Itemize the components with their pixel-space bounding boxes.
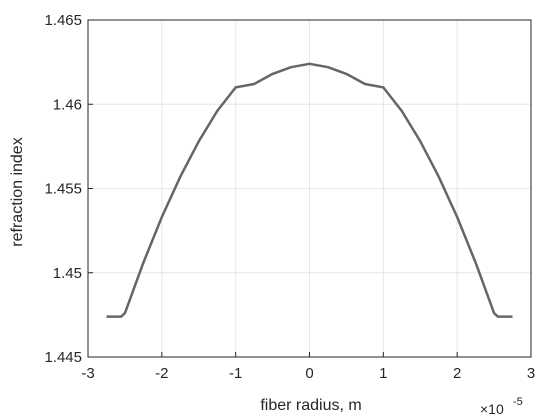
series-layer	[106, 62, 513, 318]
series-line	[106, 62, 513, 318]
x-axis-multiplier: ×10 -5	[480, 396, 523, 417]
y-tick-label: 1.46	[53, 96, 82, 113]
y-axis-label: refraction index	[9, 137, 26, 246]
x-axis-label: fiber radius, m	[260, 397, 361, 414]
x-tick-label: 2	[453, 365, 461, 382]
y-tick-label: 1.455	[44, 181, 82, 198]
y-axis-ticks: 1.445 1.45 1.455 1.46 1.465	[44, 12, 93, 366]
x-tick-label: -3	[81, 365, 94, 382]
x-tick-label: 1	[379, 365, 387, 382]
x-tick-label: 3	[527, 365, 535, 382]
x-axis-ticks: -3 -2 -1 0 1 2 3	[81, 352, 535, 382]
x-tick-label: 0	[305, 365, 313, 382]
y-tick-label: 1.465	[44, 12, 82, 29]
y-tick-label: 1.445	[44, 349, 82, 366]
x-tick-label: -1	[229, 365, 242, 382]
x-multiplier-base: ×10	[480, 401, 504, 417]
x-tick-label: -2	[155, 365, 168, 382]
x-multiplier-exponent: -5	[513, 396, 523, 408]
y-tick-label: 1.45	[53, 265, 82, 282]
